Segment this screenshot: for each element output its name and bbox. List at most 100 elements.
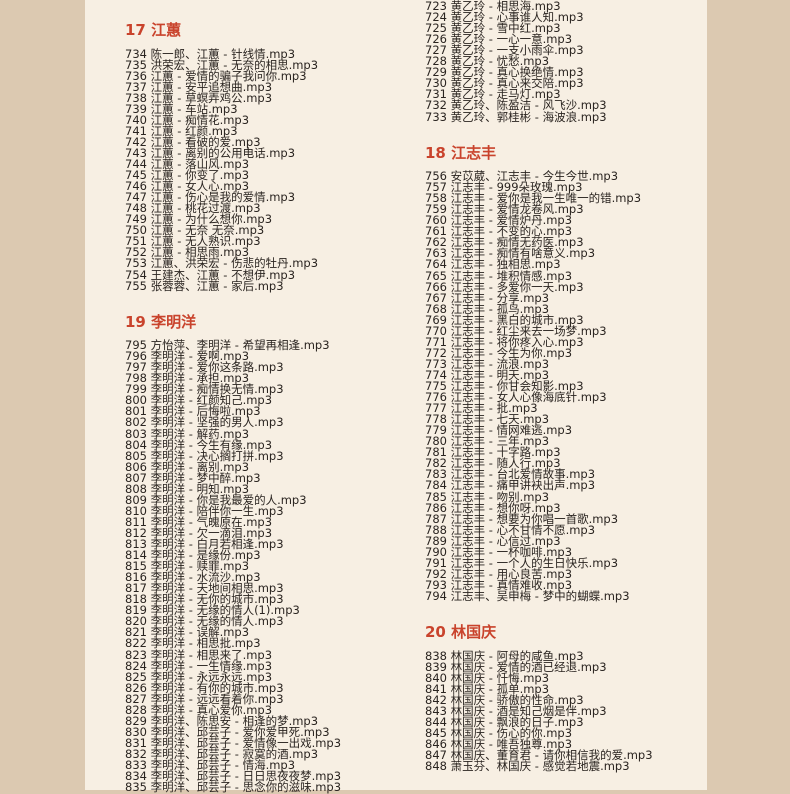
file-entry: 796 李明洋 - 爱啊.mp3 [125,349,250,364]
file-entry: 811 李明洋 - 气魄原在.mp3 [125,514,273,529]
file-entry: 768 江志丰 - 孤鸟.mp3 [425,301,550,316]
file-entry: 751 江蕙 - 无人熟识.mp3 [125,234,261,249]
file-entry: 777 江志丰 - 批.mp3 [425,401,538,416]
file-entry: 845 林国庆 - 伤心的你.mp3 [425,725,573,740]
file-entry: 748 江蕙 - 桃花过渡.mp3 [125,201,261,216]
file-entry: 815 李明洋 - 赎罪.mp3 [125,559,250,574]
file-entry: 842 林国庆 - 骄傲的性命.mp3 [425,692,584,707]
file-entry: 769 江志丰 - 黑白的城市.mp3 [425,312,584,327]
file-entry: 723 黄乙玲 - 相思海.mp3 [425,0,561,13]
file-entry: 773 江志丰 - 流浪.mp3 [425,356,550,371]
file-entry: 828 李明洋 - 真心爱你.mp3 [125,702,273,717]
file-entry: 835 李明洋、邱芸子 - 思念你的滋味.mp3 [125,780,342,794]
section-heading: 18 江志丰 [425,143,497,162]
file-entry: 747 江蕙 - 伤心是我的爱情.mp3 [125,190,296,205]
file-entry: 780 江志丰 - 三年.mp3 [425,434,550,449]
file-entry: 750 江蕙 - 无奈 无奈.mp3 [125,223,265,238]
file-entry: 724 黄乙玲 - 心事谁人知.mp3 [425,10,584,25]
section-heading: 17 江蕙 [125,21,182,39]
file-entry: 825 李明洋 - 永远永远.mp3 [125,669,273,684]
file-entry: 818 李明洋 - 无你的城市.mp3 [125,592,284,607]
file-entry: 783 江志丰 - 台北爱情故事.mp3 [425,467,596,482]
file-entry: 753 江蕙、洪荣宏 - 伤悲的牡丹.mp3 [125,256,319,271]
file-entry: 798 李明洋 - 承担.mp3 [125,371,250,386]
file-entry: 847 林国庆、董育君 - 请你相信我的爱.mp3 [425,747,653,762]
file-entry: 826 李明洋 - 有你的城市.mp3 [125,680,284,695]
file-entry: 771 江志丰 - 将你疼入心.mp3 [425,334,584,349]
file-entry: 749 江蕙 - 为什么想你.mp3 [125,212,273,227]
file-entry: 791 江志丰 - 一个人的生日快乐.mp3 [425,555,619,570]
file-entry: 800 李明洋 - 红颜知己.mp3 [125,393,273,408]
file-entry: 812 李明洋 - 欠一滴泪.mp3 [125,525,273,540]
file-entry: 822 李明洋 - 相思批.mp3 [125,636,261,651]
file-entry: 737 江蕙 - 安平追想曲.mp3 [125,79,273,94]
file-entry: 819 李明洋 - 无缘的情人(1).mp3 [125,603,300,618]
file-entry: 823 李明洋 - 相思来了.mp3 [125,647,273,662]
file-entry: 765 江志丰 - 堆积情感.mp3 [425,268,573,283]
file-entry: 766 江志丰 - 多爱你一天.mp3 [425,279,584,294]
file-entry: 731 黄乙玲 - 走马灯.mp3 [425,87,561,102]
file-entry: 846 林国庆 - 唯吾独尊.mp3 [425,736,573,751]
file-entry: 784 江志丰 - 痛甲讲袂出声.mp3 [425,478,596,493]
file-entry: 761 江志丰 - 不变的心.mp3 [425,224,573,239]
file-entry: 759 江志丰 - 爱情龙卷风.mp3 [425,202,584,217]
file-entry: 795 方怡萍、李明洋 - 希望再相逢.mp3 [125,338,330,353]
file-entry: 801 李明洋 - 后悔啦.mp3 [125,404,261,419]
file-entry: 787 江志丰 - 想要为你唱一首歌.mp3 [425,511,619,526]
file-entry: 816 李明洋 - 水流沙.mp3 [125,570,261,585]
file-entry: 788 江志丰 - 心不甘情不愿.mp3 [425,522,596,537]
file-entry: 794 江志丰、吴申梅 - 梦中的蝴蝶.mp3 [425,588,630,603]
right-column: 723 黄乙玲 - 相思海.mp3 724 黄乙玲 - 心事谁人知.mp3 725 … [425,0,707,790]
file-entry: 832 李明洋、邱芸子 - 寂寞的酒.mp3 [125,746,319,761]
file-entry: 776 江志丰 - 女人心像海底针.mp3 [425,390,607,405]
file-entry: 804 李明洋 - 今生有缘.mp3 [125,437,273,452]
file-entry: 802 李明洋 - 坚强的男人.mp3 [125,415,284,430]
file-entry: 789 江志丰 - 心信过.mp3 [425,533,561,548]
file-entry: 770 江志丰 - 红尘来去一场梦.mp3 [425,323,607,338]
file-entry: 820 李明洋 - 无缘的情人.mp3 [125,614,284,629]
file-entry: 744 江蕙 - 落山风.mp3 [125,157,250,171]
section-heading: 19 李明洋 [125,312,197,331]
file-entry: 821 李明洋 - 误解.mp3 [125,625,250,640]
file-entry: 730 黄乙玲 - 真心来交陪.mp3 [425,76,584,91]
file-entry: 740 江蕙 - 痴情花.mp3 [125,112,250,127]
file-entry: 745 江蕙 - 你变了.mp3 [125,168,250,183]
file-entry: 729 黄乙玲 - 真心换绝情.mp3 [425,65,584,80]
file-entry: 803 李明洋 - 解药.mp3 [125,426,250,441]
file-entry: 764 江志丰 - 独相思.mp3 [425,257,561,272]
file-entry: 736 江蕙 - 爱情的骗子我问你.mp3 [125,68,307,83]
file-entry: 775 江志丰 - 你甘会知影.mp3 [425,379,584,393]
file-entry: 752 江蕙 - 相思雨.mp3 [125,245,250,260]
file-entry: 726 黄乙玲 - 一心一意.mp3 [425,32,573,47]
file-entry: 763 江志丰 - 痴情有啥意义.mp3 [425,246,596,261]
file-entry: 743 江蕙 - 离别的公用电话.mp3 [125,145,296,160]
file-entry: 738 江蕙 - 草螟弄鸡公.mp3 [125,90,273,105]
file-entry: 808 李明洋 - 明知.mp3 [125,481,250,496]
file-entry: 754 王建杰、江蕙 - 不想伊.mp3 [125,267,296,282]
file-entry: 807 李明洋 - 梦中醉.mp3 [125,470,261,485]
file-entry: 831 李明洋、邱芸子 - 爱情像一出戏.mp3 [125,735,342,750]
file-entry: 806 李明洋 - 离别.mp3 [125,459,250,474]
file-entry: 778 江志丰 - 七天.mp3 [425,412,550,427]
file-entry: 781 江志丰 - 十字路.mp3 [425,445,561,460]
file-entry: 782 江志丰 - 随人行.mp3 [425,456,561,471]
file-entry: 755 张蓉蓉、江蕙 - 家后.mp3 [125,278,284,293]
file-entry: 772 江志丰 - 今生为你.mp3 [425,345,573,360]
file-entry: 810 李明洋 - 陪伴你一生.mp3 [125,503,284,518]
file-entry: 760 江志丰 - 爱情炉丹.mp3 [425,213,573,228]
file-entry: 813 李明洋 - 白月若相逢.mp3 [125,537,284,551]
file-entry: 840 林国庆 - 忏悔.mp3 [425,670,550,685]
paper [85,0,707,790]
file-entry: 756 安苡葳、江志丰 - 今生今世.mp3 [425,169,619,184]
file-entry: 827 李明洋 - 远远看着你.mp3 [125,691,284,706]
file-entry: 786 江志丰 - 想你呀.mp3 [425,500,561,515]
file-entry: 829 李明洋、陈思安 - 相逢的梦.mp3 [125,713,319,728]
file-entry: 739 江蕙 - 车站.mp3 [125,101,238,116]
file-entry: 839 林国庆 - 爱情的酒已经退.mp3 [425,659,607,674]
file-entry: 824 李明洋 - 一生情缘.mp3 [125,658,273,673]
file-entry: 848 萧玉芬、林国庆 - 感觉若地震.mp3 [425,759,630,773]
file-entry: 727 黄乙玲 - 一支小雨伞.mp3 [425,43,584,58]
file-entry: 799 李明洋 - 痴情换无情.mp3 [125,382,284,397]
file-entry: 732 黄乙玲、陈盈洁 - 风飞沙.mp3 [425,98,607,113]
